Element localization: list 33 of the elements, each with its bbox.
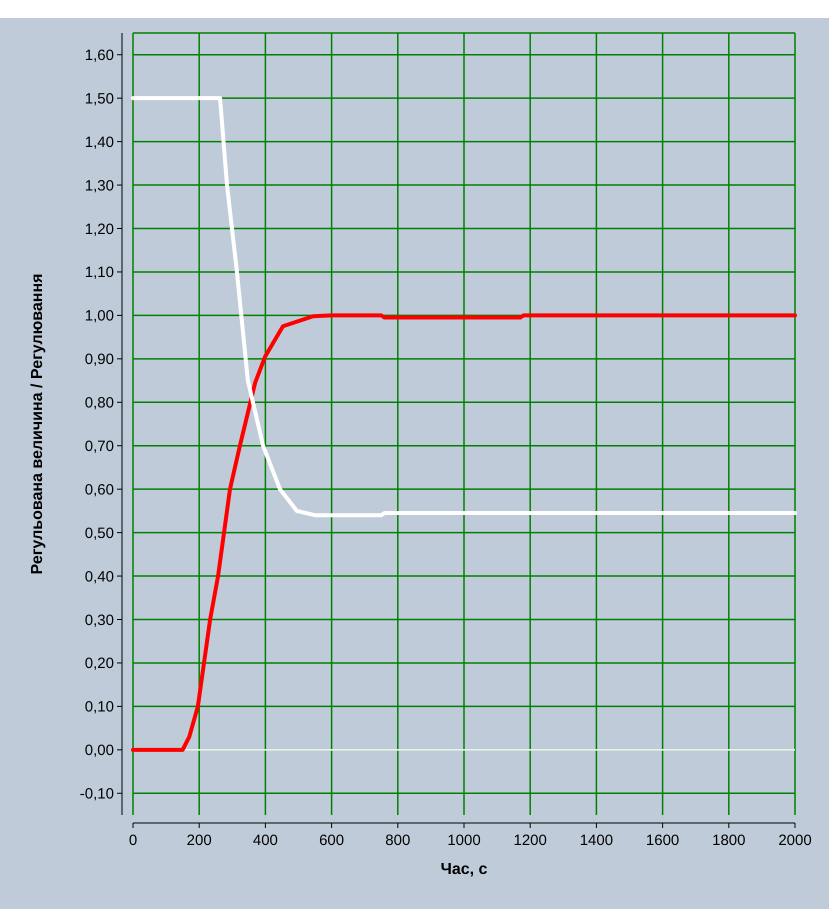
x-tick-label: 600 bbox=[319, 832, 344, 849]
y-axis-title: Регульована величина / Регулювання bbox=[29, 274, 46, 574]
y-tick-label: -0,10 bbox=[80, 786, 114, 803]
y-tick-label: 0,50 bbox=[84, 524, 114, 542]
y-tick-label: 0,90 bbox=[84, 351, 114, 368]
y-tick-label: 0,80 bbox=[84, 394, 114, 412]
y-tick-label: 1,40 bbox=[84, 134, 114, 151]
x-tick-label: 1400 bbox=[580, 832, 614, 849]
y-tick-label: 0,70 bbox=[84, 438, 114, 455]
x-tick-label: 2000 bbox=[778, 832, 812, 849]
y-tick-label: 1,30 bbox=[84, 177, 114, 194]
y-tick-label: 1,10 bbox=[84, 264, 114, 282]
line-series bbox=[131, 96, 797, 518]
y-tick-label: 1,50 bbox=[84, 90, 114, 108]
y-tick-label: 1,20 bbox=[84, 220, 114, 238]
y-tick-label: 0,10 bbox=[84, 698, 114, 716]
x-tick-label: 800 bbox=[385, 832, 410, 849]
x-tick-label: 200 bbox=[186, 832, 212, 849]
y-tick-label: 0,40 bbox=[84, 568, 114, 586]
x-tick-label: 400 bbox=[252, 832, 278, 849]
x-tick-label: 0 bbox=[128, 832, 138, 849]
y-tick-label: 0,60 bbox=[84, 481, 114, 498]
y-tick-label: 0,00 bbox=[84, 742, 114, 760]
x-tick-label: 1200 bbox=[514, 832, 547, 849]
x-tick-label: 1800 bbox=[712, 832, 746, 849]
y-tick-label: 1,00 bbox=[84, 308, 114, 325]
x-tick-label: 1600 bbox=[646, 832, 680, 849]
y-tick-label: 0,20 bbox=[84, 655, 114, 672]
line-series bbox=[131, 313, 797, 752]
y-tick-label: 0,30 bbox=[84, 612, 114, 629]
x-tick-label: 1000 bbox=[447, 832, 481, 849]
x-axis-title: Час, с bbox=[440, 861, 488, 878]
y-tick-label: 1,60 bbox=[84, 46, 114, 64]
